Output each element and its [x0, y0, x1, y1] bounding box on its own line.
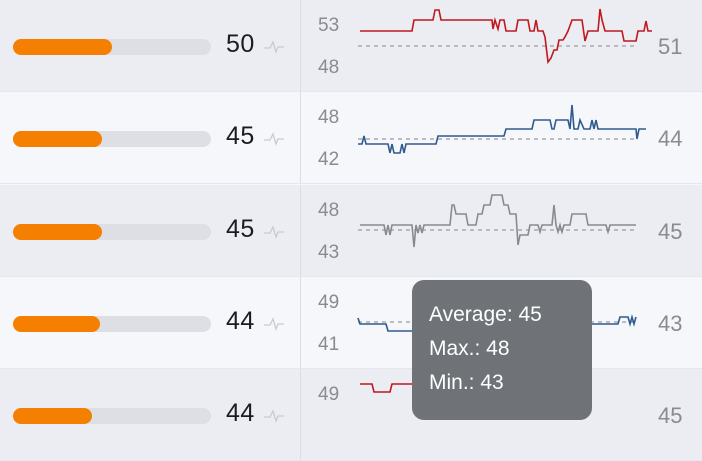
pulse-icon[interactable] — [264, 317, 284, 331]
y-max-label: 49 — [318, 292, 340, 313]
pulse-icon[interactable] — [264, 409, 284, 423]
metric-summary: 45 — [0, 92, 301, 183]
sparkline-chart — [358, 104, 646, 154]
progress-bar-fill — [13, 408, 92, 424]
progress-bar-fill — [13, 131, 102, 147]
metric-summary: 50 — [0, 0, 301, 91]
pulse-icon[interactable] — [264, 132, 284, 146]
metric-value: 45 — [226, 122, 255, 150]
metric-row[interactable]: 50 53 48 51 — [0, 0, 702, 92]
metric-value: 44 — [226, 307, 255, 335]
last-value: 44 — [658, 126, 683, 151]
y-max-label: 48 — [318, 107, 340, 128]
metric-summary: 44 — [0, 277, 301, 368]
pulse-icon[interactable] — [264, 225, 284, 239]
tooltip-average: Average: 45 — [429, 303, 542, 326]
sparkline-chart — [358, 8, 652, 65]
sparkline-cell[interactable]: 48 42 44 — [302, 92, 702, 183]
metric-value: 44 — [226, 399, 255, 427]
progress-bar-fill — [13, 224, 102, 240]
y-min-label: 43 — [318, 242, 340, 263]
metric-row[interactable]: 45 48 43 45 — [0, 185, 702, 277]
metric-summary: 44 — [0, 369, 301, 460]
metric-row[interactable]: 44 49 41 43 — [0, 277, 702, 369]
y-min-label: 48 — [318, 57, 340, 78]
y-min-label: 42 — [318, 149, 340, 170]
progress-bar — [13, 224, 211, 240]
sparkline-chart — [360, 383, 416, 393]
metric-row[interactable]: 45 48 42 44 — [0, 92, 702, 184]
metric-row[interactable]: 44 49 45 — [0, 369, 702, 461]
metric-value: 45 — [226, 215, 255, 243]
sparkline-cell[interactable]: 48 43 45 — [302, 185, 702, 276]
sparkline-chart — [358, 194, 636, 248]
last-value: 45 — [658, 403, 683, 428]
stats-tooltip: Average: 45 Max.: 48 Min.: 43 — [412, 280, 592, 420]
tooltip-max: Max.: 48 — [429, 337, 510, 360]
pulse-icon[interactable] — [264, 40, 284, 54]
progress-bar-fill — [13, 316, 100, 332]
progress-bar — [13, 131, 211, 147]
last-value: 45 — [658, 219, 683, 244]
sparkline-cell[interactable]: 53 48 51 — [302, 0, 702, 91]
progress-bar — [13, 39, 211, 55]
progress-bar — [13, 316, 211, 332]
last-value: 51 — [658, 34, 683, 59]
progress-bar-fill — [13, 39, 112, 55]
y-max-label: 49 — [318, 384, 340, 405]
y-max-label: 48 — [318, 200, 340, 221]
metric-summary: 45 — [0, 185, 301, 276]
progress-bar — [13, 408, 211, 424]
y-min-label: 41 — [318, 334, 340, 355]
metric-value: 50 — [226, 30, 255, 58]
last-value: 43 — [658, 311, 683, 336]
y-max-label: 53 — [318, 15, 340, 36]
tooltip-min: Min.: 43 — [429, 371, 504, 394]
